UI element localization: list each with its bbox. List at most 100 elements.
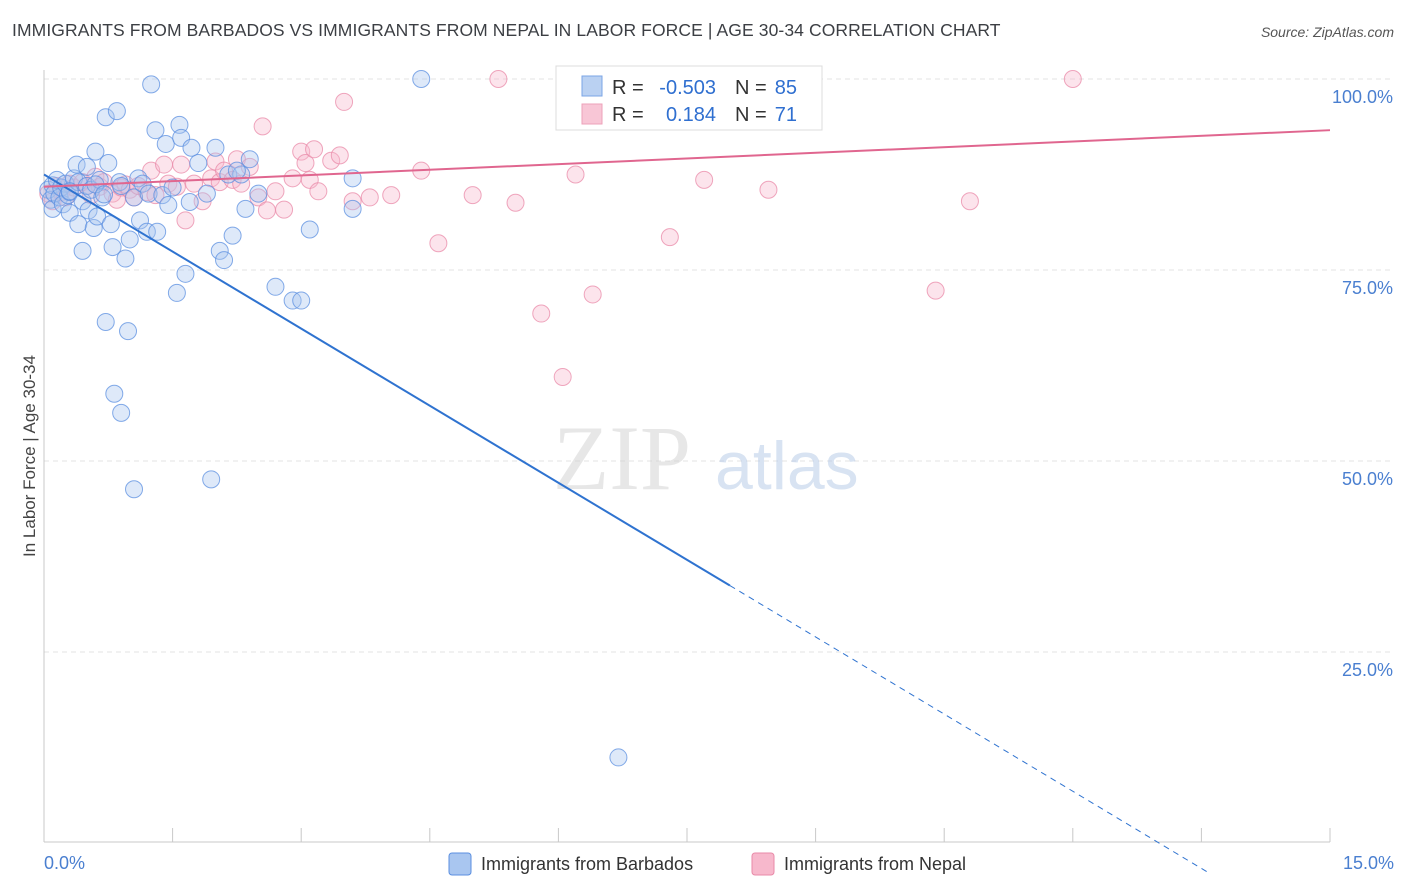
barbados-point [84,218,103,237]
barbados-point [105,384,124,403]
nepal-point [335,92,354,111]
barbados-point [215,251,234,270]
nepal-point [382,186,401,205]
x-tick-label-min: 0.0% [44,853,85,873]
barbados-point [88,207,107,226]
barbados-point [159,196,178,215]
nepal-trend-line [43,129,1331,188]
barbados-point [223,226,242,245]
barbados-point [167,283,186,302]
nepal-point [960,192,979,211]
barbados-point [43,199,62,218]
barbados-point [139,184,158,203]
trend-lines [43,129,1331,874]
source-label: Source: ZipAtlas.com [1260,24,1394,40]
nepal-point [926,281,945,300]
barbados-point [107,102,126,121]
watermark: ZIP atlas [553,407,859,509]
stats-swatch-nepal [581,103,603,125]
stats-n-value-nepal: 71 [775,104,797,126]
barbados-point [180,193,199,212]
nepal-point [257,201,276,220]
legend-label-barbados[interactable]: Immigrants from Barbados [481,854,693,874]
nepal-point [506,193,525,212]
barbados-point [77,157,96,176]
barbados-point [300,220,319,239]
nepal-point [463,186,482,205]
barbados-point [99,154,118,173]
barbados-point [249,184,268,203]
nepal-point [305,140,324,159]
y-tick-label: 50.0% [1342,469,1393,489]
nepal-point [275,200,294,219]
legend-swatch-barbados[interactable] [448,852,472,876]
barbados-point [96,108,115,127]
stats-n-value-barbados: 85 [775,77,797,99]
nepal-point [553,367,572,386]
stats-r-label-barbados: R = [612,77,644,99]
barbados-point [116,249,135,268]
nepal-point [343,192,362,211]
barbados-point [176,264,195,283]
barbados-trend-extension [729,585,1211,874]
y-tick-label: 100.0% [1332,87,1393,107]
barbados-point [236,199,255,218]
barbados-point [343,199,362,218]
barbados-point [170,115,189,134]
nepal-point [146,186,165,205]
barbados-point [112,403,131,422]
chart-title: IMMIGRANTS FROM BARBADOS VS IMMIGRANTS F… [12,20,1001,40]
barbados-point [189,154,208,173]
nepal-point [429,234,448,253]
barbados-point [182,138,201,157]
barbados-point [73,241,92,260]
barbados-point [292,291,311,310]
barbados-trend-line [43,173,731,587]
barbados-point [142,75,161,94]
nepal-point [296,154,315,173]
watermark-atlas: atlas [715,428,859,504]
nepal-point [360,188,379,207]
nepal-point [532,304,551,323]
stats-swatch-barbados [581,75,603,97]
barbados-point [197,184,216,203]
barbados-point [112,176,131,195]
barbados-point [609,748,628,767]
barbados-point [202,470,221,489]
barbados-point [119,322,138,341]
nepal-point [566,165,585,184]
barbados-point [210,241,229,260]
barbados-point [125,188,144,207]
stats-r-label-nepal: R = [612,104,644,126]
stats-r-value-barbados: -0.503 [659,77,716,99]
nepal-point [583,285,602,304]
legend-swatch-nepal[interactable] [751,852,775,876]
y-tick-labels: 100.0% 75.0% 50.0% 25.0% [1332,87,1393,680]
nepal-point [330,146,349,165]
barbados-point [153,186,172,205]
barbados-point [227,161,246,180]
barbados-point [120,230,139,249]
nepal-point [1063,70,1082,88]
legend-label-nepal[interactable]: Immigrants from Nepal [784,854,966,874]
barbados-point [412,70,431,88]
stats-box: R = -0.503 N = 85 R = 0.184 N = 71 [555,65,823,131]
barbados-point [125,480,144,499]
barbados-point [131,211,150,230]
barbados-point [146,121,165,140]
nepal-point [172,155,191,174]
barbados-point [156,134,175,153]
barbados-point [266,277,285,296]
stats-r-value-nepal: 0.184 [666,104,716,126]
barbados-points [39,70,628,767]
nepal-point [253,117,272,136]
nepal-point [249,188,268,207]
barbados-point [95,185,114,204]
barbados-point [240,150,259,169]
watermark-zip: ZIP [553,407,691,509]
nepal-point [660,228,679,247]
barbados-point [148,222,167,241]
nepal-point [759,180,778,199]
x-tick-label-max: 15.0% [1343,853,1394,873]
barbados-point [96,312,115,331]
